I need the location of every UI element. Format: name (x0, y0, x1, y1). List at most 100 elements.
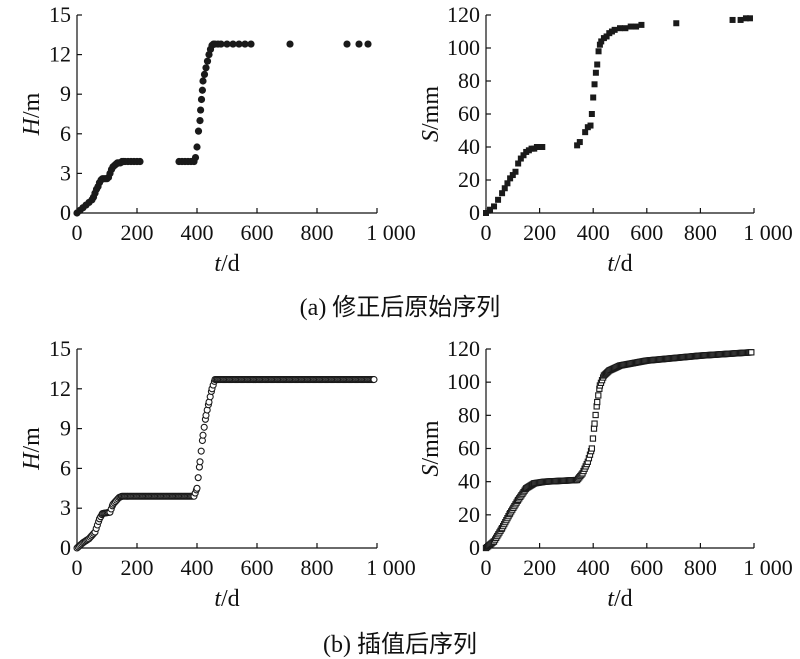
data-point (194, 127, 203, 135)
data-point (591, 420, 598, 427)
data-point (748, 349, 755, 356)
data-point (247, 40, 255, 48)
y-tick-label: 15 (49, 336, 71, 361)
x-tick-label: 200 (523, 555, 556, 580)
data-point (590, 425, 598, 432)
data-point (746, 15, 753, 22)
data-point (197, 106, 205, 114)
data-point (202, 64, 210, 72)
x-tick-label: 1 000 (743, 220, 793, 245)
y-axis-label: H/m (19, 427, 45, 471)
data-point (603, 33, 610, 40)
y-tick-label: 6 (60, 455, 71, 480)
caption-a: (a) 修正后原始序列 (299, 295, 501, 321)
y-tick-label: 20 (458, 167, 480, 192)
data-point (217, 40, 225, 48)
data-point (595, 48, 602, 55)
data-point (590, 94, 597, 101)
y-tick-label: 0 (469, 200, 480, 225)
y-tick-label: 0 (60, 535, 71, 560)
data-point (589, 435, 597, 442)
data-point (487, 206, 494, 213)
y-tick-label: 3 (60, 160, 71, 185)
y-axis-label: S/mm (418, 86, 444, 142)
x-axis-label: t/d (607, 586, 632, 612)
data-point (364, 40, 372, 48)
data-point (633, 23, 640, 30)
x-tick-label: 0 (481, 220, 492, 245)
data-point (622, 25, 629, 32)
data-point (203, 57, 212, 65)
data-point (627, 23, 634, 30)
data-point (517, 155, 524, 162)
y-tick-label: 12 (49, 376, 71, 401)
y-tick-label: 100 (447, 35, 480, 60)
data-point (241, 40, 249, 48)
data-point (598, 38, 605, 45)
y-tick-label: 80 (458, 402, 480, 427)
x-tick-label: 600 (630, 555, 663, 580)
y-tick-label: 0 (469, 535, 480, 560)
data-point (191, 153, 200, 162)
y-tick-label: 120 (447, 2, 480, 27)
y-tick-label: 80 (458, 68, 480, 93)
data-point (520, 152, 527, 159)
y-tick-label: 9 (60, 81, 71, 106)
data-point (638, 21, 645, 28)
x-tick-label: 800 (684, 220, 717, 245)
y-tick-label: 60 (458, 436, 480, 461)
x-tick-label: 600 (241, 555, 274, 580)
data-point (223, 40, 231, 48)
data-point (596, 41, 603, 48)
x-tick-label: 400 (181, 220, 214, 245)
data-point (576, 139, 583, 146)
data-point (199, 431, 207, 439)
data-point (200, 423, 208, 431)
data-point (286, 40, 294, 48)
data-point (235, 40, 243, 48)
y-tick-label: 15 (49, 2, 71, 27)
x-tick-label: 0 (72, 220, 83, 245)
data-point (499, 190, 506, 197)
x-tick-label: 600 (630, 220, 663, 245)
data-point (229, 40, 237, 48)
chart-b-right: 0 20 40 60 80 100 120 0 200 400 600 800 1 000 t/d S/mm (418, 336, 793, 612)
x-tick-label: 600 (241, 220, 274, 245)
y-tick-label: 40 (458, 134, 480, 159)
data-point (198, 86, 206, 94)
data-point (370, 375, 378, 384)
y-tick-label: 120 (447, 336, 480, 361)
data-point (194, 474, 202, 482)
data-point (193, 143, 201, 151)
data-point (483, 210, 489, 216)
x-tick-label: 0 (481, 555, 492, 580)
data-point (196, 117, 204, 125)
data-point (617, 25, 623, 32)
data-point (197, 95, 206, 104)
data-point (673, 20, 680, 27)
x-tick-label: 400 (181, 555, 214, 580)
x-axis-label: t/d (214, 586, 239, 612)
x-tick-label: 200 (121, 555, 154, 580)
x-tick-label: 1 000 (366, 220, 416, 245)
x-tick-label: 0 (72, 555, 83, 580)
x-tick-label: 800 (301, 220, 334, 245)
data-point (343, 40, 351, 48)
y-tick-label: 9 (60, 416, 71, 441)
x-tick-label: 800 (301, 555, 334, 580)
data-point (591, 81, 598, 88)
x-tick-label: 200 (523, 220, 556, 245)
caption-b: (b) 插值后序列 (323, 632, 477, 658)
data-point (200, 70, 209, 78)
data-point (512, 168, 519, 175)
data-point (611, 26, 618, 33)
y-tick-label: 20 (458, 502, 480, 527)
data-point (742, 15, 749, 22)
data-point (595, 392, 602, 399)
chart-a-right: 0 20 40 60 80 100 120 0 200 400 600 800 1 000 t/d S/mm (418, 2, 793, 277)
x-tick-label: 800 (684, 555, 717, 580)
data-point (737, 16, 744, 23)
data-point (594, 61, 601, 68)
y-tick-label: 100 (447, 369, 480, 394)
